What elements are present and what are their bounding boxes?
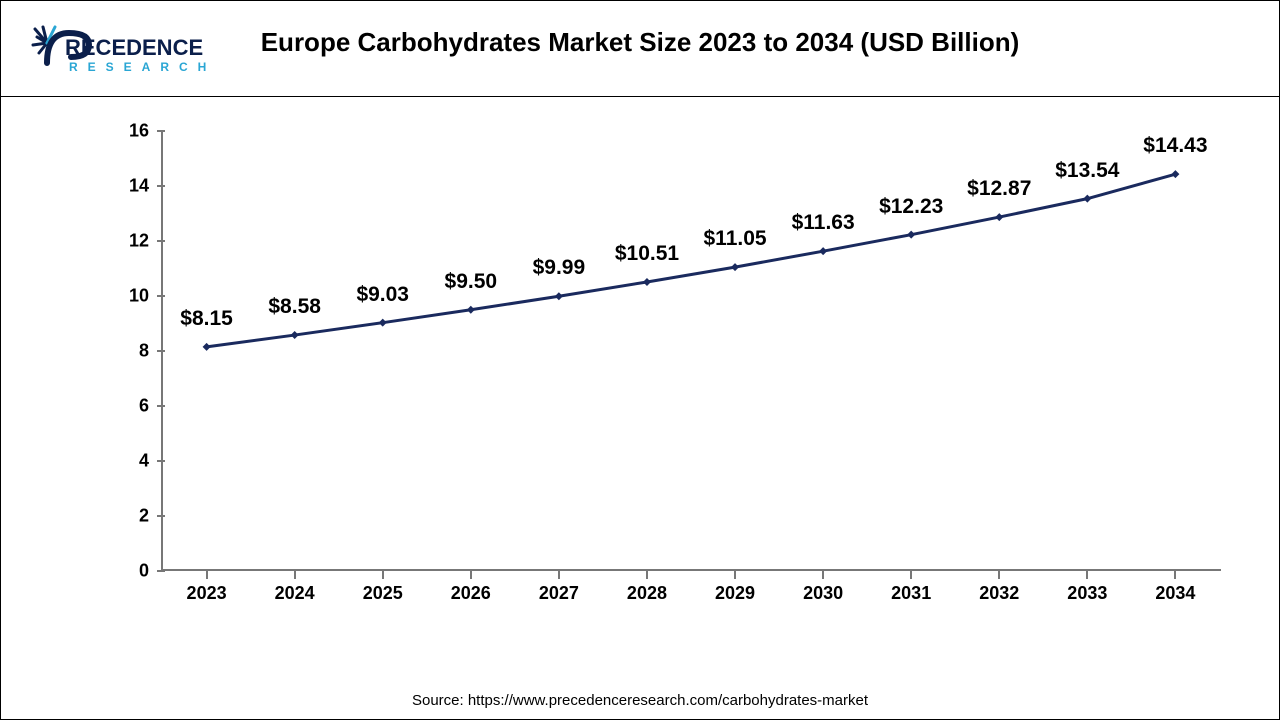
source-prefix: Source: — [412, 692, 468, 709]
x-tick-label: 2027 — [539, 583, 579, 604]
data-label: $11.63 — [792, 211, 855, 235]
data-point-marker — [1083, 195, 1091, 203]
data-point-marker — [1171, 170, 1179, 178]
x-tick-label: 2023 — [187, 583, 227, 604]
y-tick-label: 12 — [109, 231, 149, 252]
x-tick-label: 2029 — [715, 583, 755, 604]
y-tick-label: 16 — [109, 121, 149, 142]
line-series — [161, 131, 1221, 571]
y-tick-label: 0 — [109, 561, 149, 582]
data-label: $9.99 — [533, 256, 586, 280]
x-tick-label: 2026 — [451, 583, 491, 604]
data-point-marker — [467, 306, 475, 314]
data-point-marker — [203, 343, 211, 351]
x-tick-mark — [470, 571, 472, 579]
data-label: $12.23 — [879, 195, 943, 219]
x-tick-mark — [646, 571, 648, 579]
x-tick-label: 2034 — [1155, 583, 1195, 604]
x-tick-label: 2025 — [363, 583, 403, 604]
data-point-marker — [995, 213, 1003, 221]
y-tick-label: 2 — [109, 506, 149, 527]
x-tick-mark — [206, 571, 208, 579]
plot-area: $8.15 $8.58 $9.03 $9.50 $9.99 $10.51 $11.05 $11… — [161, 131, 1221, 571]
data-point-marker — [643, 278, 651, 286]
data-label: $13.54 — [1055, 159, 1119, 183]
data-label: $9.03 — [356, 283, 409, 307]
header: RECEDENCE RESEARCH Europe Carbohydrates … — [1, 1, 1279, 97]
data-label: $14.43 — [1143, 134, 1207, 158]
logo-text-sub: RESEARCH — [69, 60, 216, 74]
x-tick-mark — [558, 571, 560, 579]
x-tick-mark — [822, 571, 824, 579]
chart-area: 0246810121416 $8.15$8.58$9.03$9.50$9.99$… — [101, 131, 1221, 621]
x-tick-mark — [910, 571, 912, 579]
source-citation: Source: https://www.precedenceresearch.c… — [1, 692, 1279, 709]
y-tick-label: 8 — [109, 341, 149, 362]
x-tick-mark — [1086, 571, 1088, 579]
data-label: $8.15 — [180, 307, 233, 331]
x-tick-mark — [998, 571, 1000, 579]
chart-title: Europe Carbohydrates Market Size 2023 to… — [1, 27, 1279, 58]
chart-container: RECEDENCE RESEARCH Europe Carbohydrates … — [0, 0, 1280, 720]
source-url: https://www.precedenceresearch.com/carbo… — [468, 692, 868, 709]
x-tick-label: 2033 — [1067, 583, 1107, 604]
data-point-marker — [731, 263, 739, 271]
y-tick-label: 6 — [109, 396, 149, 417]
data-point-marker — [291, 331, 299, 339]
y-tick-label: 14 — [109, 176, 149, 197]
x-tick-mark — [294, 571, 296, 579]
y-tick-label: 10 — [109, 286, 149, 307]
x-tick-label: 2031 — [891, 583, 931, 604]
x-tick-label: 2032 — [979, 583, 1019, 604]
data-label: $9.50 — [445, 270, 498, 294]
y-tick-label: 4 — [109, 451, 149, 472]
data-point-marker — [819, 247, 827, 255]
x-tick-label: 2030 — [803, 583, 843, 604]
data-point-marker — [907, 231, 915, 239]
data-point-marker — [379, 319, 387, 327]
data-label: $8.58 — [268, 295, 321, 319]
x-tick-mark — [734, 571, 736, 579]
data-label: $10.51 — [615, 242, 679, 266]
x-tick-mark — [382, 571, 384, 579]
data-label: $12.87 — [967, 177, 1031, 201]
x-tick-label: 2028 — [627, 583, 667, 604]
data-label: $11.05 — [703, 227, 766, 251]
x-tick-mark — [1174, 571, 1176, 579]
data-point-marker — [555, 292, 563, 300]
x-tick-label: 2024 — [275, 583, 315, 604]
